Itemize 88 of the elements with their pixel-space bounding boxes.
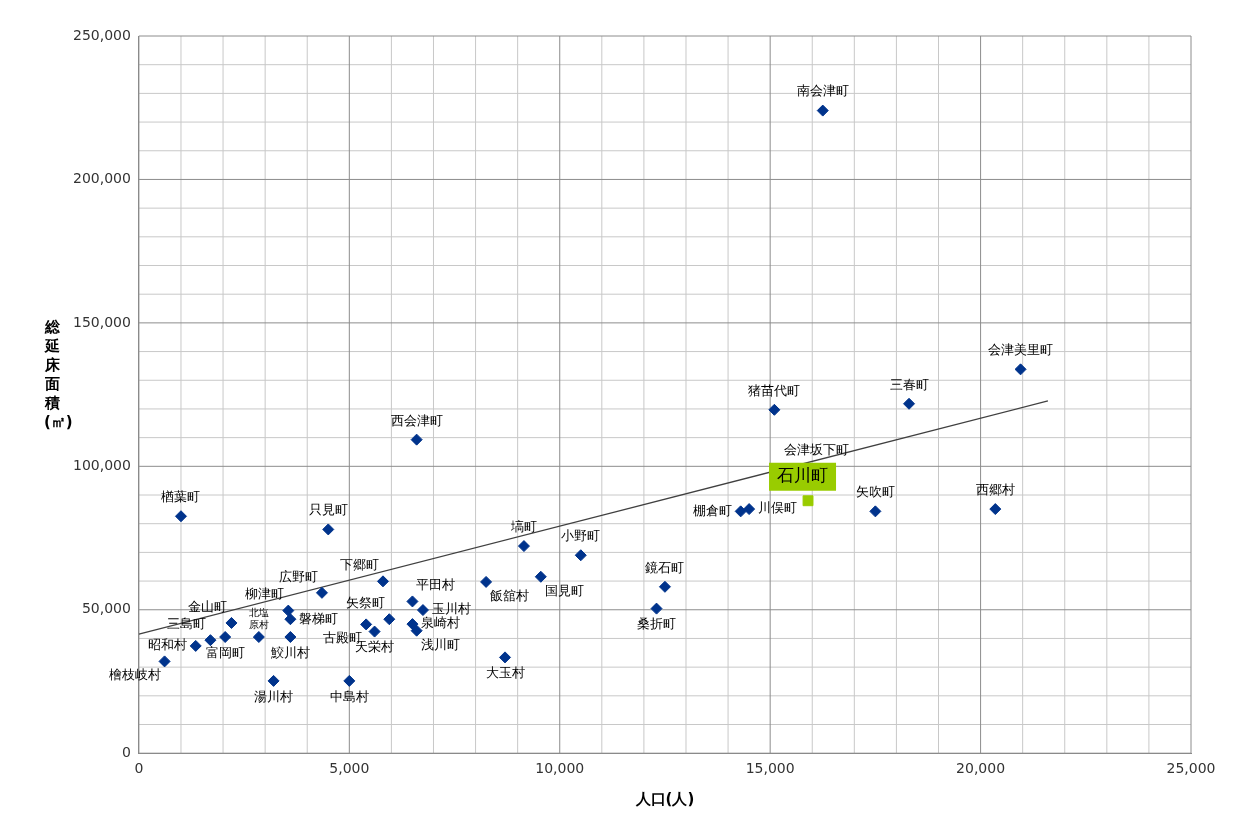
y-axis-title: 総延床面積(㎡) [44,318,73,432]
x-tick-label: 10,000 [535,760,585,777]
point [343,674,356,687]
point [406,595,419,608]
data-label: 中島村 [329,688,369,704]
point [315,586,328,599]
data-label: 棚倉町 [692,502,732,518]
data-label: 飯舘村 [490,587,530,603]
data-label: 矢吹町 [855,484,895,500]
point [410,433,423,446]
data-label: 石川町 [777,465,829,486]
data-label: 泉崎村 [421,615,461,631]
point [416,604,429,617]
x-axis-title: 人口(人) [634,789,695,808]
point [360,618,373,631]
point [499,651,512,664]
data-label: 只見町 [308,502,348,518]
point [743,503,756,516]
point [376,575,389,588]
point [267,674,280,687]
x-tick-label: 20,000 [956,760,1006,777]
x-tick-label: 0 [134,760,144,777]
data-label: 西郷村 [975,481,1015,497]
point [480,575,493,588]
data-label: 桑折町 [637,616,677,632]
point [158,655,171,668]
point [658,580,671,593]
point [534,570,547,583]
point [282,604,295,617]
x-tick-label: 15,000 [745,760,795,777]
data-label: 平田村 [416,577,456,593]
point [903,397,916,410]
data-label: 川俣町 [758,500,798,516]
x-tick-label: 5,000 [329,760,370,777]
data-label: 鏡石町 [645,559,685,575]
point [869,505,882,518]
point [989,503,1002,516]
y-tick-label: 200,000 [72,170,131,187]
point [204,634,217,647]
data-label: 三春町 [889,376,929,392]
point [734,505,747,518]
data-label: 浅川町 [420,636,460,652]
data-label: 会津美里町 [988,342,1054,358]
x-tick-label: 25,000 [1166,760,1216,777]
point [1014,363,1027,376]
y-tick-label: 150,000 [72,313,131,330]
data-label: 玉川村 [431,601,471,617]
point [189,639,202,652]
point [252,631,265,644]
point [284,631,297,644]
point [219,631,232,644]
data-label: 金山町 [188,598,228,614]
point [768,403,781,416]
data-label: 北塩原村 [248,606,269,630]
data-label: 西会津町 [390,412,443,428]
data-label: 湯川村 [254,688,294,704]
data-label: 猪苗代町 [748,382,801,398]
data-label: 国見町 [544,582,584,598]
data-label: 小野町 [561,528,601,544]
y-tick-label: 100,000 [72,456,131,473]
data-label: 大玉村 [485,665,525,681]
y-tick-label: 250,000 [72,26,131,43]
data-label: 南会津町 [796,83,849,99]
data-label: 楢葉町 [161,489,201,505]
data-label: 檜枝岐村 [108,667,161,683]
point [174,510,187,523]
y-tick-label: 50,000 [81,600,131,617]
data-label: 広野町 [278,568,318,584]
data-label: 鮫川村 [270,644,310,660]
point [383,613,396,626]
data-label: 磐梯町 [299,610,339,626]
data-label: 下郷町 [339,557,379,573]
y-tick-label: 0 [121,743,131,760]
point [410,624,423,637]
point [802,495,814,507]
point [650,602,663,615]
point [322,523,335,536]
point [284,613,297,626]
data-label: 塙町 [509,518,537,534]
point [517,540,530,553]
data-label: 昭和村 [147,637,187,653]
data-label: 矢祭町 [346,595,386,611]
point [368,625,381,638]
point [816,104,829,117]
point [574,549,587,562]
data-label: 富岡町 [205,644,245,660]
point [225,616,238,629]
data-label: 柳津町 [245,586,285,602]
